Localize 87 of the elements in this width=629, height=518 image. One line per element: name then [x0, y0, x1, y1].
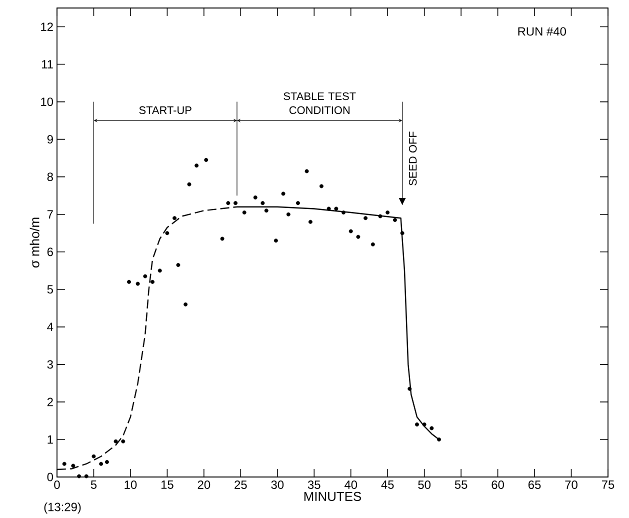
point	[176, 263, 180, 267]
point	[114, 439, 118, 444]
point	[319, 184, 324, 188]
y-tick-label: 12	[41, 22, 53, 31]
point	[187, 182, 192, 186]
point	[408, 386, 412, 391]
y-tick-label: 8	[47, 172, 53, 182]
point	[99, 462, 104, 466]
point	[253, 195, 258, 200]
point	[296, 201, 300, 206]
point	[370, 242, 375, 246]
point	[392, 218, 397, 222]
annotation: START-UP	[139, 106, 192, 114]
text: (13:29)	[44, 502, 81, 514]
y-tick-label: 3	[47, 360, 53, 369]
x-tick-label: 50	[418, 480, 431, 489]
point	[172, 216, 177, 220]
point	[127, 280, 131, 284]
point	[414, 422, 419, 426]
point	[286, 212, 290, 216]
point	[364, 216, 368, 220]
point	[400, 231, 404, 236]
point	[348, 229, 353, 234]
point	[386, 210, 390, 214]
point	[84, 474, 88, 478]
y-tick-label: 5	[47, 285, 53, 294]
x-tick-label: 65	[528, 480, 541, 489]
x-tick-label: 45	[381, 480, 394, 489]
x-tick-label: 10	[124, 480, 137, 489]
point	[71, 464, 76, 468]
point	[62, 462, 66, 466]
x-axis-title: MINUTES	[304, 492, 362, 502]
x-tick-label: 5	[90, 480, 97, 489]
point	[121, 439, 126, 444]
point	[326, 206, 331, 211]
y-tick-label: 6	[47, 248, 53, 256]
y-axis-title: σ mho/m	[30, 218, 40, 268]
point	[281, 192, 286, 196]
point	[342, 210, 346, 214]
point	[378, 214, 382, 218]
point	[204, 158, 208, 162]
x-tick-label: 30	[271, 480, 284, 489]
point	[226, 201, 230, 206]
point	[264, 208, 268, 213]
x-tick-label: 60	[492, 480, 504, 489]
y-tick-label: 4	[47, 322, 54, 332]
point	[356, 234, 360, 239]
point	[242, 210, 246, 214]
x-tick-label: 35	[308, 480, 320, 489]
point	[92, 454, 96, 458]
y-tick-label: 2	[47, 398, 53, 406]
x-tick-label: 40	[344, 480, 358, 489]
point	[304, 169, 309, 174]
point	[136, 282, 140, 286]
point	[422, 422, 426, 426]
y-tick-label: 9	[47, 135, 53, 144]
point	[184, 302, 188, 306]
x-tick-label: 0	[54, 480, 60, 489]
point	[220, 236, 224, 241]
y-tick-label: 10	[41, 98, 54, 106]
point	[77, 474, 82, 478]
x-tick-label: 75	[602, 480, 614, 489]
point	[430, 426, 434, 430]
y-tick-label: 11	[42, 60, 53, 68]
point	[334, 206, 338, 211]
y-tick-label: 0	[47, 472, 54, 482]
y-tick-label: 1	[48, 435, 53, 444]
x-tick-label: 15	[161, 480, 174, 489]
point	[274, 238, 278, 243]
y-tick-label: 7	[47, 210, 53, 218]
point	[165, 231, 170, 236]
point	[104, 460, 109, 464]
annotation: RUN #40	[518, 27, 566, 36]
point	[308, 220, 312, 224]
x-tick-label: 25	[234, 480, 247, 489]
ref-line-label: SEED OFF	[408, 132, 417, 186]
x-tick-label: 20	[198, 480, 210, 489]
annotation: STABLE TEST CONDITION	[284, 92, 356, 114]
x-tick-label: 55	[454, 480, 468, 489]
point	[260, 201, 265, 206]
point	[158, 268, 162, 273]
point	[143, 274, 148, 278]
x-tick-label: 70	[565, 480, 578, 489]
point	[150, 280, 154, 284]
point	[194, 164, 199, 168]
point	[234, 201, 238, 206]
point	[437, 437, 442, 442]
